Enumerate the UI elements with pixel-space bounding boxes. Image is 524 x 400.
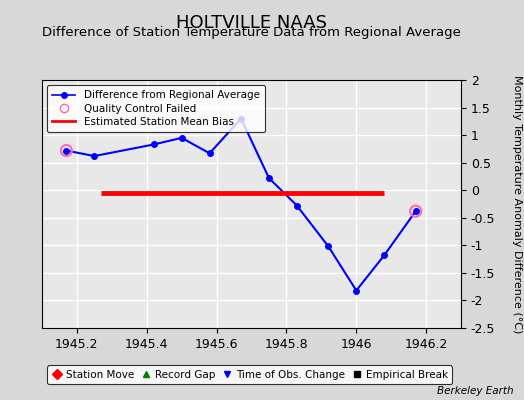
Text: Difference of Station Temperature Data from Regional Average: Difference of Station Temperature Data f… bbox=[42, 26, 461, 39]
Legend: Station Move, Record Gap, Time of Obs. Change, Empirical Break: Station Move, Record Gap, Time of Obs. C… bbox=[47, 366, 452, 384]
Point bbox=[411, 208, 420, 214]
Point bbox=[62, 147, 71, 154]
Text: Berkeley Earth: Berkeley Earth bbox=[437, 386, 514, 396]
Text: HOLTVILLE NAAS: HOLTVILLE NAAS bbox=[176, 14, 327, 32]
Y-axis label: Monthly Temperature Anomaly Difference (°C): Monthly Temperature Anomaly Difference (… bbox=[512, 75, 522, 333]
